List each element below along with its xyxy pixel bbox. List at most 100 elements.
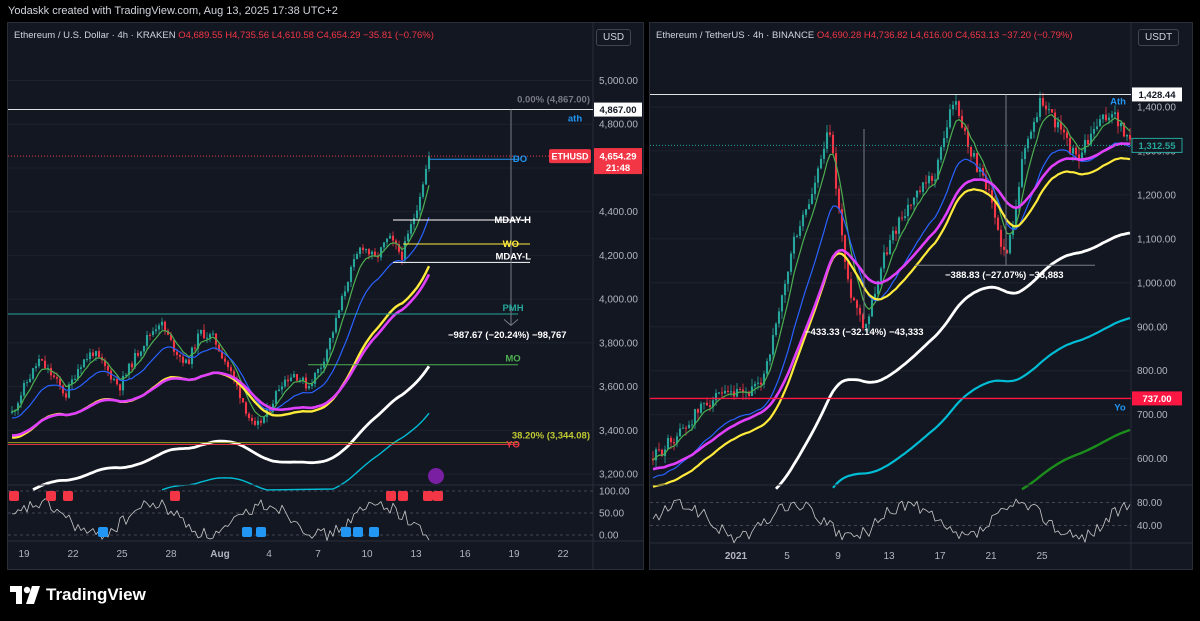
candle-body [211,333,215,335]
candle-body [256,420,260,425]
right-symbol[interactable]: Ethereum / TetherUS · 4h · BINANCE [656,30,815,41]
candle-body [373,251,377,257]
price-axis-label: 1,100.00 [1137,234,1176,245]
candle-body [421,184,425,197]
candle-body [400,251,404,260]
left-chart-canvas[interactable]: 5,000.004,800.004,600.004,400.004,200.00… [8,23,644,570]
candle-body [903,216,907,218]
candle-body [657,449,661,451]
candle-body [783,283,787,296]
candle-body [912,197,916,205]
candle-body [975,153,979,172]
candle-body [259,420,263,423]
ema-blue-line [652,142,1131,479]
time-axis-label: 21 [985,551,997,562]
candle-body [705,402,709,406]
candle-body [376,256,380,258]
ema-white-line [774,231,1131,490]
right-chart-header: Ethereum / TetherUS · 4h · BINANCE O4,69… [656,30,1073,41]
candle-body [130,363,134,368]
candle-body [301,377,305,381]
candle-body [1047,109,1051,111]
time-axis-label: 22 [557,549,569,560]
candle-body [55,377,59,379]
candle-body [145,334,149,346]
time-axis-label: 19 [18,549,30,560]
level-badge-bg [1132,391,1182,406]
candle-body [972,153,976,157]
candle-body [403,241,407,260]
candle-body [241,398,245,403]
last-price-badge: 1,312.55 [1139,141,1177,152]
candle-body [154,329,158,332]
candle-body [897,217,901,234]
candle-body [163,321,167,331]
ath-price-badge: 4,867.00 [600,105,637,116]
candle-body [894,230,898,234]
candle-body [25,382,29,384]
candle-body [708,405,712,408]
candle-body [85,359,89,361]
candle-body [385,238,389,243]
candle-body [873,293,877,300]
candle-body [175,351,179,355]
candle-body [858,307,862,315]
right-chart-canvas[interactable]: 1,400.001,300.001,200.001,100.001,000.00… [650,23,1193,570]
candle-body [1020,159,1024,187]
ema-cyan-line [161,412,430,491]
candle-body [774,323,778,336]
left-chart-pane[interactable]: 5,000.004,800.004,600.004,400.004,200.00… [7,22,644,570]
candle-body [112,378,116,380]
candle-body [313,372,317,384]
candle-body [867,316,871,324]
candle-body [178,354,182,357]
candle-body [181,356,185,363]
candle-body [73,379,77,381]
price-axis-label: 900.00 [1137,322,1168,333]
time-axis-label: 25 [116,549,128,560]
left-symbol[interactable]: Ethereum / U.S. Dollar · 4h · KRAKEN [14,30,176,41]
candle-body [1104,114,1108,121]
candle-body [199,329,203,334]
candle-body [49,367,53,376]
candle-body [115,378,119,385]
candle-body [295,374,299,381]
candle-body [340,296,344,311]
left-chart-header: Ethereum / U.S. Dollar · 4h · KRAKEN O4,… [14,30,434,41]
candle-body [427,156,431,169]
candle-body [837,188,841,209]
candle-body [133,353,137,368]
mday-h-label: MDAY-H [494,215,531,226]
tradingview-footer[interactable]: TradingView [10,585,146,605]
candle-body [262,416,266,423]
right-chart-pane[interactable]: 1,400.001,300.001,200.001,100.001,000.00… [649,22,1193,570]
right-currency-button[interactable]: USDT [1138,29,1180,46]
buy-signal-marker [353,527,363,537]
buy-signal-marker [256,527,266,537]
symbol-tag: ETHUSD [551,152,589,162]
candle-body [927,175,931,184]
candle-body [1080,152,1084,162]
candle-body [933,179,937,181]
time-axis-label: 2021 [725,551,748,562]
candle-body [852,297,856,301]
candle-body [1098,119,1102,127]
candle-body [804,209,808,215]
candle-body [891,230,895,241]
yo-label: YO [506,440,520,451]
ath-label: ath [568,114,582,125]
left-currency-button[interactable]: USD [596,29,632,46]
candle-body [876,280,880,294]
right-close: C4,653.13 [955,30,1000,41]
candle-body [292,374,296,378]
candle-body [1065,132,1069,138]
candle-body [1056,121,1060,128]
candle-body [759,382,763,385]
candle-body [118,384,122,391]
candle-body [124,374,128,376]
price-axis-label: 4,200.00 [599,251,638,262]
candle-body [924,182,928,184]
candle-body [717,392,721,394]
fib-top-label: 0.00% (4,867.00) [517,95,590,106]
price-axis-label: 700.00 [1137,410,1168,421]
